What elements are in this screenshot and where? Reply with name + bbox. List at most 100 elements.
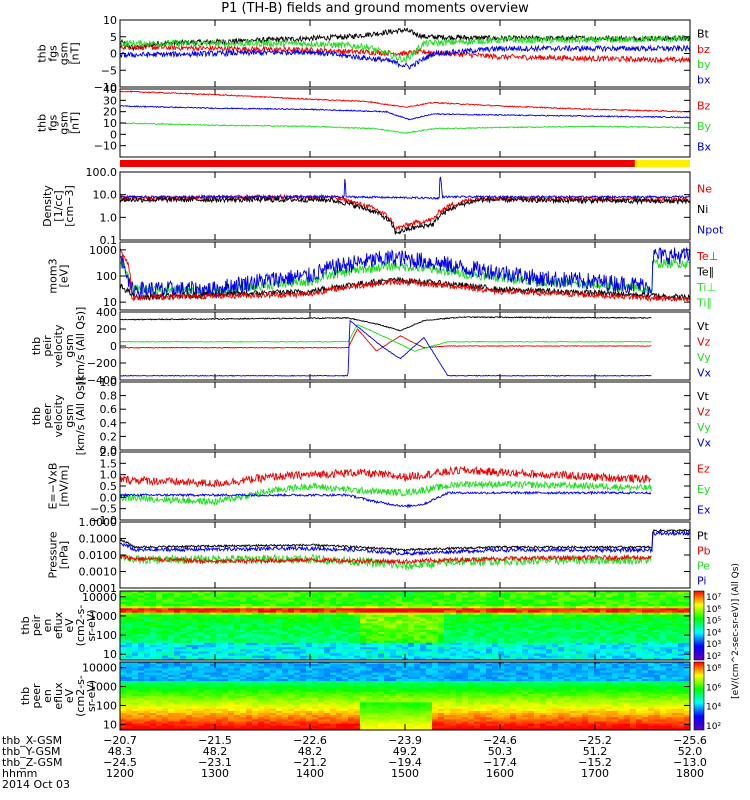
spectrogram-cell (276, 612, 283, 616)
spectrogram-cell (228, 691, 235, 695)
spectrogram-cell (276, 689, 283, 693)
spectrogram-cell (300, 691, 307, 695)
spectrogram-cell (312, 691, 319, 695)
spectrogram-cell (390, 623, 397, 627)
spectrogram-cell (528, 657, 535, 660)
spectrogram-cell (630, 608, 637, 612)
spectrogram-cell (210, 610, 217, 614)
spectrogram-cell (210, 679, 217, 682)
spectrogram-cell (234, 632, 241, 635)
spectrogram-cell (426, 632, 433, 635)
spectrogram-cell (684, 621, 690, 624)
spectrogram-cell (348, 653, 355, 657)
spectrogram-cell (396, 612, 403, 616)
spectrogram-cell (360, 698, 367, 701)
spectrogram-cell (258, 727, 265, 730)
spectrogram-cell (390, 636, 397, 640)
spectrogram-cell (144, 644, 151, 648)
spectrogram-cell (222, 627, 229, 631)
spectrogram-cell (228, 623, 235, 627)
spectrogram-cell (378, 713, 385, 716)
spectrogram-cell (402, 625, 409, 629)
spectrogram-cell (240, 664, 247, 667)
spectrogram-cell (366, 717, 373, 720)
spectrogram-cell (330, 710, 337, 714)
spectrogram-cell (168, 647, 175, 650)
spectrogram-cell (252, 623, 259, 627)
spectrogram-cell (516, 653, 523, 657)
spectrogram-cell (396, 676, 403, 680)
spectrogram-cell (192, 616, 199, 620)
spectrogram-cell (492, 632, 499, 635)
spectrogram-cell (282, 601, 289, 605)
spectrogram-cell (642, 653, 649, 657)
spectrogram-cell (216, 668, 223, 672)
spectrogram-cell (606, 629, 613, 633)
spectrogram-cell (156, 636, 163, 640)
spectrogram-cell (342, 681, 349, 684)
spectrogram-cell (678, 629, 685, 633)
spectrogram-cell (552, 632, 559, 635)
spectrogram-cell (132, 599, 139, 603)
spectrogram-cell (138, 651, 145, 655)
spectrogram-cell (348, 644, 355, 648)
spectrogram-cell (276, 597, 283, 601)
spectrogram-cell (492, 612, 499, 616)
spectrogram-cell (306, 608, 313, 612)
spectrogram-cell (270, 687, 277, 691)
spectrogram-cell (312, 601, 319, 605)
spectrogram-cell (186, 603, 193, 607)
spectrogram-cell (312, 685, 319, 689)
spectrogram-cell (342, 642, 349, 646)
spectrogram-cell (180, 616, 187, 620)
spectrogram-cell (198, 619, 205, 622)
spectrogram-cell (408, 619, 415, 622)
spectrogram-cell (444, 610, 451, 614)
spectrogram-cell (162, 638, 169, 642)
spectrogram-cell (570, 642, 577, 646)
spectrogram-cell (342, 623, 349, 627)
spectrogram-cell (306, 710, 313, 714)
spectrogram-cell (426, 614, 433, 618)
spectrogram-cell (312, 687, 319, 691)
spectrogram-cell (396, 595, 403, 599)
spectrogram-cell (246, 651, 253, 655)
spectrogram-cell (474, 636, 481, 640)
spectrogram-cell (132, 713, 139, 716)
spectrogram-cell (192, 647, 199, 650)
spectrogram-cell (246, 653, 253, 657)
spectrogram-cell (576, 625, 583, 629)
spectrogram-cell (216, 693, 223, 697)
spectrogram-cell (294, 691, 301, 695)
spectrogram-cell (234, 708, 241, 712)
spectrogram-cell (444, 623, 451, 627)
spectrogram-cell (174, 698, 181, 701)
spectrogram-cell (576, 612, 583, 616)
spectrogram-cell (306, 691, 313, 695)
spectrogram-cell (126, 603, 133, 607)
spectrogram-cell (246, 593, 253, 596)
spectrogram-cell (168, 657, 175, 660)
spectrogram-cell (246, 723, 253, 727)
spectrogram-cell (498, 629, 505, 633)
spectrogram-cell (396, 640, 403, 644)
spectrogram-cell (150, 636, 157, 640)
spectrogram-cell (126, 657, 133, 660)
spectrogram-cell (468, 636, 475, 640)
spectrogram-cell (378, 593, 385, 596)
legend-label: Vz (697, 405, 711, 418)
spectrogram-cell (546, 642, 553, 646)
spectrogram-cell (216, 676, 223, 680)
spectrogram-cell (384, 621, 391, 624)
spectrogram-cell (222, 725, 229, 729)
spectrogram-cell (276, 670, 283, 674)
spectrogram-cell (234, 693, 241, 697)
spectrogram-cell (366, 612, 373, 616)
spectrogram-cell (330, 696, 337, 699)
spectrogram-cell (498, 638, 505, 642)
spectrogram-cell (462, 606, 469, 609)
spectrogram-cell (204, 672, 211, 676)
spectrogram-cell (204, 719, 211, 723)
spectrogram-cell (192, 649, 199, 652)
spectrogram-cell (648, 640, 655, 644)
